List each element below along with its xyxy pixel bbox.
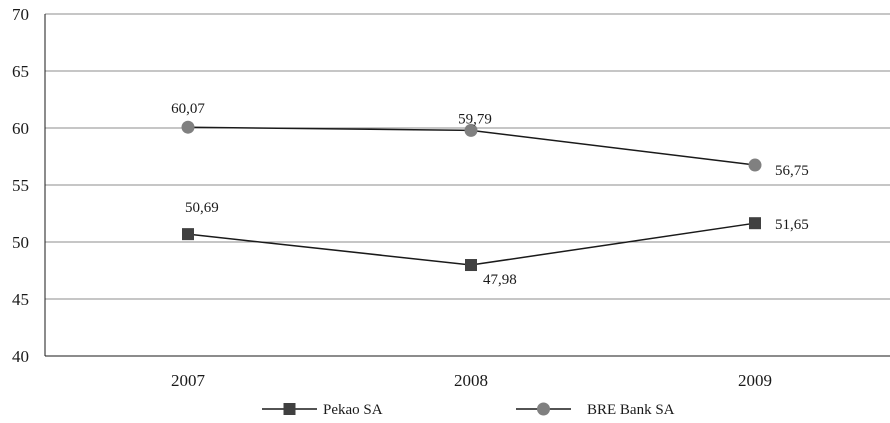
x-tick-label-2007: 2007 [171, 371, 206, 390]
x-tick-label-2009: 2009 [738, 371, 772, 390]
axes [44, 14, 890, 357]
y-tick-label-50: 50 [12, 233, 29, 252]
y-tick-label-60: 60 [12, 119, 29, 138]
legend: Pekao SA BRE Bank SA [262, 402, 675, 418]
y-tick-label-45: 45 [12, 290, 29, 309]
point-bre-bank-sa-2009 [748, 158, 762, 172]
data-label-pekao-sa-2007: 50,69 [185, 200, 219, 216]
point-pekao-sa-2007 [182, 228, 194, 241]
point-pekao-sa-2008 [465, 259, 477, 272]
y-axis-ticks: 40 45 50 55 60 65 70 [12, 5, 29, 366]
y-tick-label-40: 40 [12, 347, 29, 366]
y-tick-label-65: 65 [12, 62, 29, 81]
y-tick-label-55: 55 [12, 176, 29, 195]
legend-marker-pekao-sa [283, 403, 296, 415]
series-line-pekao-sa [187, 222, 756, 266]
series-group: 50,69 47,98 51,65 60,07 59,79 56,75 [171, 101, 809, 288]
y-tick-label-70: 70 [12, 5, 29, 24]
x-axis-ticks: 2007 2008 2009 [171, 371, 772, 390]
data-label-bre-bank-sa-2009: 56,75 [775, 163, 809, 179]
point-bre-bank-sa-2007 [181, 120, 195, 134]
grid [45, 13, 890, 300]
legend-label-bre-bank-sa: BRE Bank SA [587, 402, 675, 418]
data-label-pekao-sa-2009: 51,65 [775, 217, 809, 233]
legend-label-pekao-sa: Pekao SA [323, 402, 383, 418]
point-pekao-sa-2009 [749, 217, 761, 230]
data-label-bre-bank-sa-2008: 59,79 [458, 111, 492, 127]
x-tick-label-2008: 2008 [454, 371, 488, 390]
legend-marker-bre-bank-sa [537, 402, 550, 416]
data-label-pekao-sa-2008: 47,98 [483, 272, 517, 288]
point-bre-bank-sa-2008 [464, 123, 478, 137]
data-label-bre-bank-sa-2007: 60,07 [171, 101, 205, 117]
